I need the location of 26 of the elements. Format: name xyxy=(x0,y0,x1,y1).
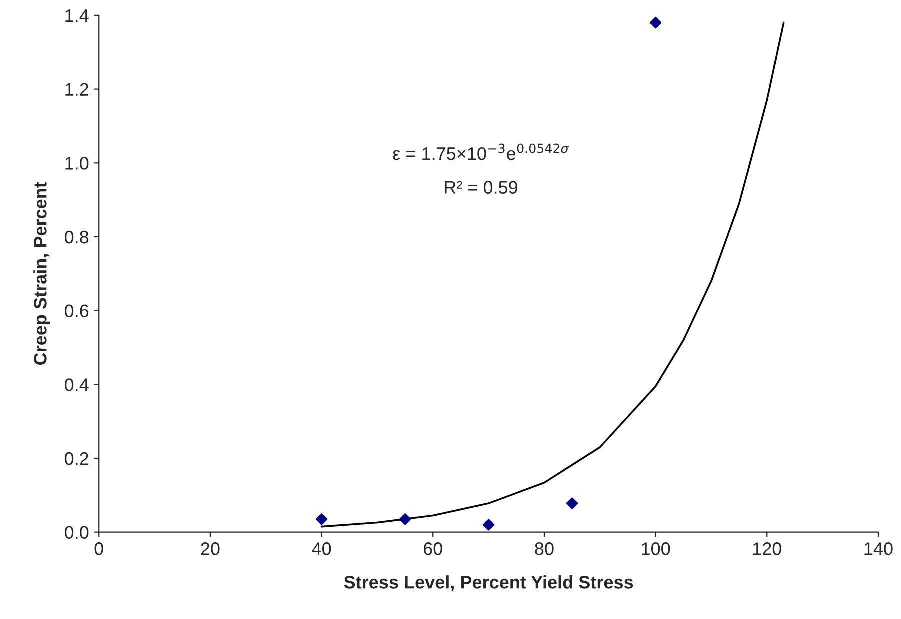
annotation: ε = 1.75×10$^{−3}$e$^{0.0542σ}$ xyxy=(393,144,570,160)
point xyxy=(650,16,662,29)
x-tick-label: 20 xyxy=(201,542,220,556)
point xyxy=(316,514,328,526)
x-tick-label: 0 xyxy=(94,542,104,556)
point xyxy=(566,498,578,510)
point xyxy=(399,514,412,526)
y-tick-label: 1.0 xyxy=(66,157,89,170)
y-tick-label: 1.2 xyxy=(66,83,88,96)
y-tick-label: 1.4 xyxy=(66,10,89,22)
y-tick-label: 0.2 xyxy=(64,452,88,466)
y-tick-label: 0.6 xyxy=(64,304,89,318)
y-tick-label: 0.8 xyxy=(64,230,89,244)
x-axis-title: Stress Level, Percent Yield Stress xyxy=(344,576,634,592)
x-tick-label: 40 xyxy=(312,542,332,556)
point xyxy=(482,519,495,531)
y-axis-title: Creep Strain, Percent xyxy=(34,182,50,365)
x-tick-label: 100 xyxy=(642,542,670,556)
annotation: R² = 0.59 xyxy=(445,181,518,194)
x-tick-label: 120 xyxy=(753,542,782,556)
line-series xyxy=(320,22,785,528)
y-tick-label: 0.4 xyxy=(64,378,89,392)
x-tick-label: 60 xyxy=(424,542,442,556)
x-tick-label: 80 xyxy=(535,542,554,556)
x-tick-label: 140 xyxy=(864,542,893,556)
y-tick-label: 0.0 xyxy=(64,526,89,540)
